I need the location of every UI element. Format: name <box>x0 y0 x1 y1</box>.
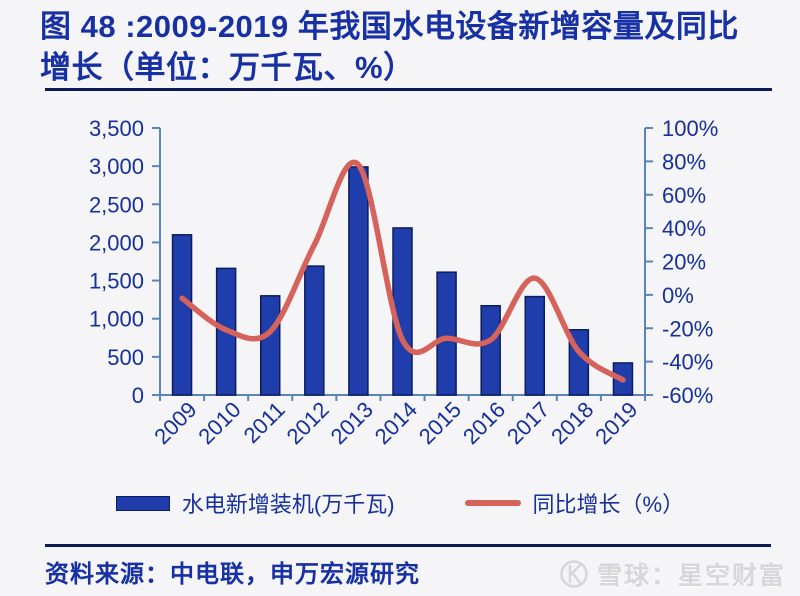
right-axis-tick-label: 60% <box>662 183 706 208</box>
right-axis-tick-label: 100% <box>662 116 718 141</box>
bar-2016 <box>480 304 501 396</box>
x-axis-tick-label: 2015 <box>414 397 466 449</box>
left-axis-tick-label: 0 <box>132 383 144 408</box>
left-axis-tick-label: 1,000 <box>89 307 144 332</box>
hydro-capacity-growth-chart: 0 500 1,000 1,500 2,000 2,500 3,000 3,500 -60% -4… <box>89 116 718 449</box>
bar-2017 <box>524 295 546 396</box>
watermark: 雪球：星空财富 <box>558 556 786 592</box>
bars <box>171 166 634 396</box>
x-axis-tick-label: 2012 <box>282 397 334 449</box>
x-axis-tick-label: 2017 <box>502 397 554 449</box>
figure-title-line1: 图 48 :2009-2019 年我国水电设备新增容量及同比 <box>40 9 739 44</box>
legend-item-bar-series: 水电新增装机(万千瓦) <box>115 487 395 519</box>
left-axis-tick-label: 2,000 <box>89 230 144 255</box>
left-axis-tick-label: 3,000 <box>89 154 144 179</box>
right-axis-tick-label: 40% <box>662 216 706 241</box>
watermark-text: 雪球：星空财富 <box>596 562 786 590</box>
left-axis-tick-label: 3,500 <box>89 116 144 141</box>
line-series-label: 同比增长（%） <box>532 492 685 517</box>
right-axis-tick-label: 0% <box>662 283 694 308</box>
right-axis-tick-label: -20% <box>662 316 713 341</box>
bar-series-swatch <box>115 495 170 511</box>
bar-2011 <box>259 295 281 396</box>
figure-title-line2: 增长（单位：万千瓦、%） <box>40 50 415 85</box>
x-axis-tick-label: 2011 <box>239 397 290 448</box>
line-series-swatch <box>464 500 521 506</box>
right-axis-tick-label: 80% <box>662 149 706 174</box>
x-axis-tick-label: 2018 <box>546 397 598 449</box>
chart-legend: 水电新增装机(万千瓦) 同比增长（%） <box>0 489 800 517</box>
title-divider <box>45 88 772 91</box>
x-axis-tick-label: 2013 <box>326 397 378 449</box>
source-note: 资料来源：中电联，申万宏源研究 <box>45 561 420 588</box>
figure-title: 图 48 :2009-2019 年我国水电设备新增容量及同比 增长（单位：万千瓦… <box>40 6 770 88</box>
left-axis-tick-label: 1,500 <box>89 269 144 294</box>
xueqiu-logo-icon <box>560 560 588 588</box>
x-axis-tick-label: 2010 <box>193 397 245 449</box>
x-axis-tick-label: 2009 <box>149 397 201 449</box>
x-axis-tick-label: 2014 <box>370 397 422 449</box>
left-axis-tick-label: 2,500 <box>89 192 144 217</box>
footer-divider <box>45 544 771 547</box>
legend-item-line-series: 同比增长（%） <box>464 487 685 519</box>
x-axis-tick-label: 2019 <box>590 397 642 449</box>
x-axis-tick-label: 2016 <box>458 397 510 449</box>
bar-2009 <box>171 234 193 396</box>
left-axis-tick-label: 500 <box>107 345 144 370</box>
bar-series-label: 水电新增装机(万千瓦) <box>181 492 395 517</box>
bar-2012 <box>304 265 325 396</box>
right-axis-tick-label: -60% <box>662 383 713 408</box>
right-axis-tick-label: 20% <box>662 250 706 275</box>
bar-2015 <box>436 271 457 396</box>
yoy-growth-line <box>179 159 626 383</box>
bar-2013 <box>348 166 369 396</box>
right-axis-tick-label: -40% <box>662 350 713 375</box>
